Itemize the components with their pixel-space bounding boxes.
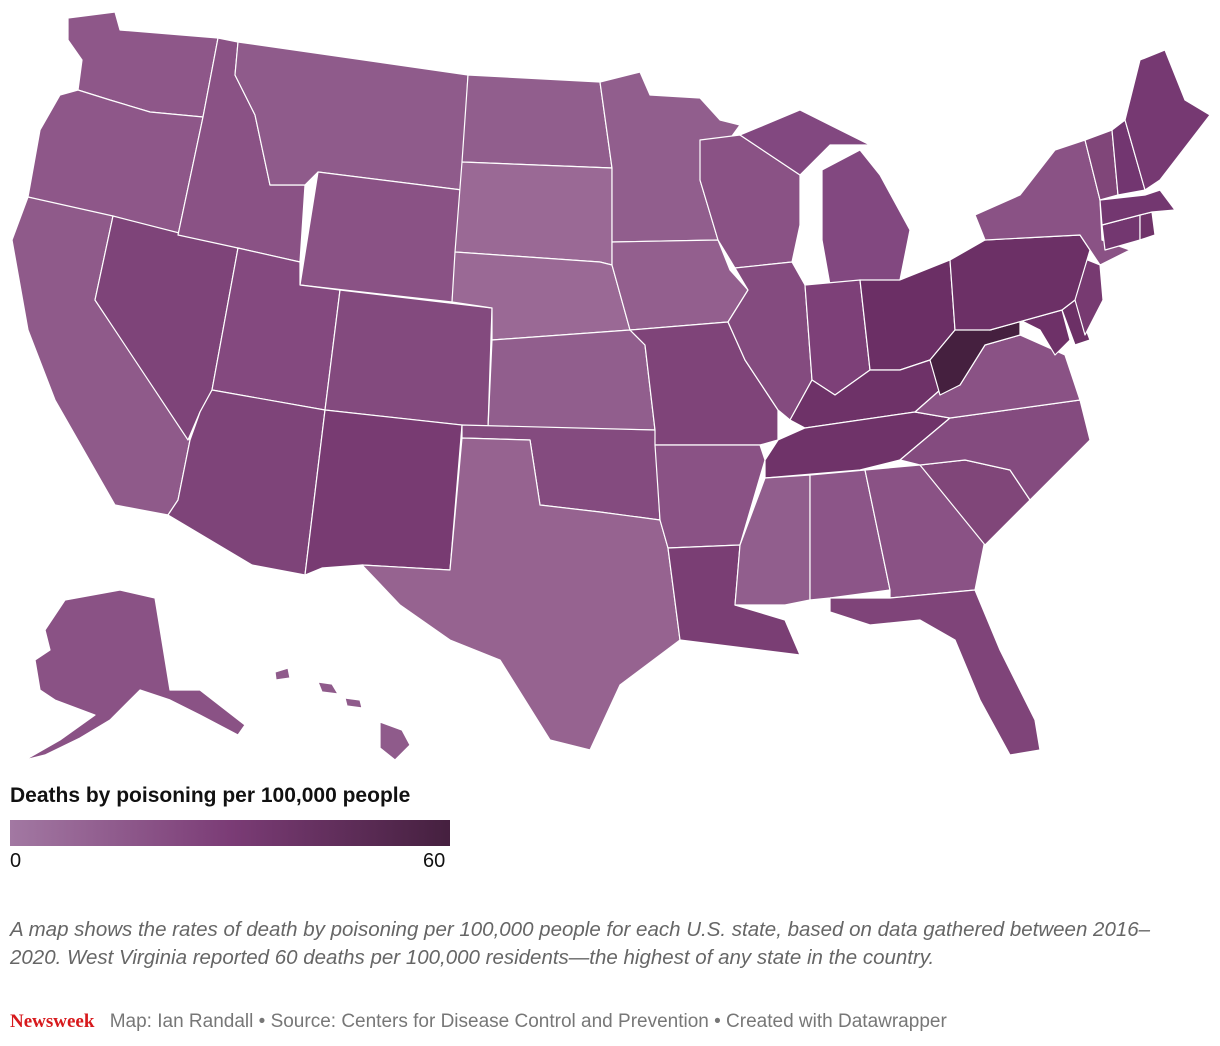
legend-max-label: 60 (423, 850, 446, 872)
state-alaska (24, 589, 246, 761)
state-michigan (739, 109, 911, 286)
footer-credits: Map: Ian Randall • Source: Centers for D… (109, 1011, 947, 1032)
legend-title: Deaths by poisoning per 100,000 people (10, 784, 411, 807)
legend-color-scale (10, 820, 450, 846)
state-wyoming (299, 171, 463, 303)
state-colorado (324, 289, 493, 429)
map-caption: A map shows the rates of death by poison… (10, 918, 1151, 969)
state-montana (234, 41, 469, 191)
state-northdakota (461, 74, 613, 169)
state-rhodeisland (1139, 211, 1156, 241)
state-hawaii (274, 667, 411, 761)
state-southdakota (454, 161, 613, 266)
state-illinois (727, 261, 813, 421)
state-newmexico (304, 409, 463, 576)
footer: Newsweek Map: Ian Randall • Source: Cent… (10, 1011, 947, 1033)
state-minnesota (599, 71, 741, 243)
state-florida (829, 589, 1041, 756)
state-alabama (809, 469, 891, 601)
us-states-map (11, 11, 1211, 761)
state-massachusetts (1099, 189, 1176, 226)
state-maine (1124, 49, 1211, 191)
newsweek-logo[interactable]: Newsweek (10, 1011, 95, 1032)
state-kansas (487, 329, 656, 431)
legend-min-label: 0 (10, 850, 22, 872)
state-texas (361, 437, 681, 751)
